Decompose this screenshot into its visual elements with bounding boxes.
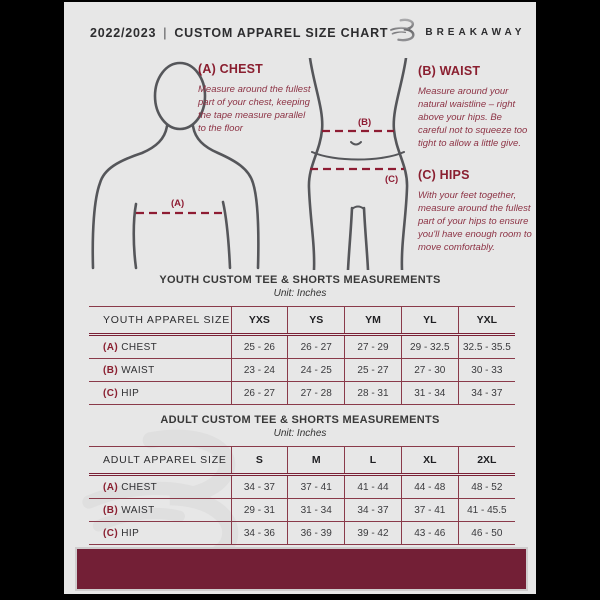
- youth-hip-row: (C) HIP 26 - 27 27 - 28 28 - 31 31 - 34 …: [89, 381, 515, 405]
- adult-hip-row: (C) HIP 34 - 36 36 - 39 39 - 42 43 - 46 …: [89, 521, 515, 545]
- footer-accent-bar: [75, 547, 528, 591]
- row-name: CHEST: [121, 341, 158, 353]
- row-name: CHEST: [121, 481, 158, 493]
- youth-table-title: YOUTH CUSTOM TEE & SHORTS MEASUREMENTS: [159, 274, 441, 286]
- row-marker: (A): [103, 481, 119, 493]
- row-marker: (C): [103, 387, 119, 399]
- cell: 34 - 37: [457, 381, 515, 405]
- adult-header-row: ADULT APPAREL SIZE S M L XL 2XL: [89, 446, 515, 476]
- row-marker: (B): [103, 504, 119, 516]
- waist-instructions: (B) WAIST Measure around your natural wa…: [418, 64, 528, 150]
- hips-figure: (B) (C): [307, 58, 409, 270]
- row-label: (B) WAIST: [89, 498, 231, 522]
- cell: 34 - 37: [344, 498, 402, 522]
- cell: 30 - 33: [457, 358, 515, 382]
- adult-header-size: ADULT APPAREL SIZE: [89, 446, 231, 476]
- cell: 29 - 32.5: [400, 334, 459, 359]
- page-header: 2022/2023 | CUSTOM APPAREL SIZE CHART BREA…: [90, 18, 521, 47]
- waist-text: Measure around your natural waistline – …: [418, 86, 528, 149]
- page-title: 2022/2023 | CUSTOM APPAREL SIZE CHART: [90, 26, 388, 40]
- brand-name: BREAKAWAY: [425, 27, 526, 38]
- waist-marker-label: (B): [358, 117, 371, 128]
- youth-header-row: YOUTH APPAREL SIZE YXS YS YM YL YXL: [89, 306, 515, 336]
- cell: 46 - 50: [457, 521, 515, 545]
- youth-header-yl: YL: [400, 306, 459, 336]
- row-marker: (A): [103, 341, 119, 353]
- chest-figure: (A): [91, 61, 260, 270]
- chest-text: Measure around the fullest part of your …: [198, 84, 311, 134]
- youth-chest-row: (A) CHEST 25 - 26 26 - 27 27 - 29 29 - 3…: [89, 334, 515, 359]
- header-separator: |: [163, 25, 168, 40]
- cell: 31 - 34: [287, 498, 345, 522]
- adult-header-l: L: [344, 446, 402, 476]
- cell: 26 - 27: [230, 381, 288, 405]
- row-marker: (C): [103, 527, 119, 539]
- adult-chest-row: (A) CHEST 34 - 37 37 - 41 41 - 44 44 - 4…: [89, 474, 515, 499]
- youth-waist-row: (B) WAIST 23 - 24 24 - 25 25 - 27 27 - 3…: [89, 358, 515, 382]
- cell: 34 - 37: [230, 474, 288, 499]
- chest-instructions: (A) CHEST Measure around the fullest par…: [198, 62, 312, 135]
- hips-instructions: (C) HIPS With your feet together, measur…: [418, 168, 532, 254]
- cell: 31 - 34: [400, 381, 459, 405]
- cell: 39 - 42: [344, 521, 402, 545]
- breakaway-b-icon: [388, 18, 418, 47]
- adult-waist-row: (B) WAIST 29 - 31 31 - 34 34 - 37 37 - 4…: [89, 498, 515, 522]
- adult-header-s: S: [230, 446, 288, 476]
- waist-heading: (B) WAIST: [418, 64, 481, 78]
- chest-heading: (A) CHEST: [198, 62, 263, 76]
- size-chart-page: 2022/2023 | CUSTOM APPAREL SIZE CHART BREA…: [64, 2, 536, 594]
- row-label: (B) WAIST: [89, 358, 231, 382]
- row-label: (A) CHEST: [89, 334, 231, 359]
- adult-table-title: ADULT CUSTOM TEE & SHORTS MEASUREMENTS: [160, 414, 440, 426]
- cell: 48 - 52: [457, 474, 515, 499]
- adult-size-table: ADULT APPAREL SIZE S M L XL 2XL (A) CHES…: [89, 446, 515, 545]
- cell: 24 - 25: [287, 358, 345, 382]
- row-label: (C) HIP: [89, 521, 231, 545]
- cell: 26 - 27: [287, 334, 345, 359]
- header-year: 2022/2023: [90, 25, 157, 40]
- chest-marker-label: (A): [171, 198, 184, 209]
- row-name: HIP: [121, 527, 140, 539]
- youth-size-table: YOUTH APPAREL SIZE YXS YS YM YL YXL (A) …: [89, 306, 515, 405]
- cell: 28 - 31: [344, 381, 402, 405]
- row-name: HIP: [121, 387, 140, 399]
- hips-text: With your feet together, measure around …: [418, 190, 532, 253]
- cell: 27 - 28: [287, 381, 345, 405]
- cell: 25 - 27: [344, 358, 402, 382]
- adult-header-m: M: [287, 446, 345, 476]
- cell: 43 - 46: [400, 521, 459, 545]
- youth-header-yxl: YXL: [457, 306, 515, 336]
- youth-header-ys: YS: [287, 306, 345, 336]
- cell: 36 - 39: [287, 521, 345, 545]
- cell: 41 - 44: [344, 474, 402, 499]
- youth-header-size: YOUTH APPAREL SIZE: [89, 306, 231, 336]
- cell: 27 - 30: [400, 358, 459, 382]
- cell: 29 - 31: [230, 498, 288, 522]
- cell: 25 - 26: [230, 334, 288, 359]
- adult-header-2xl: 2XL: [457, 446, 515, 476]
- cell: 23 - 24: [230, 358, 288, 382]
- cell: 37 - 41: [400, 498, 459, 522]
- youth-header-ym: YM: [344, 306, 402, 336]
- cell: 41 - 45.5: [457, 498, 515, 522]
- cell: 34 - 36: [230, 521, 288, 545]
- youth-header-yxs: YXS: [230, 306, 288, 336]
- row-marker: (B): [103, 364, 119, 376]
- adult-header-xl: XL: [400, 446, 459, 476]
- row-name: WAIST: [121, 364, 155, 376]
- cell: 37 - 41: [287, 474, 345, 499]
- cell: 32.5 - 35.5: [457, 334, 515, 359]
- row-label: (C) HIP: [89, 381, 231, 405]
- hips-marker-label: (C): [385, 174, 398, 185]
- youth-table-unit: Unit: Inches: [273, 288, 327, 299]
- cell: 27 - 29: [344, 334, 402, 359]
- brand-logo: BREAKAWAY: [388, 18, 525, 47]
- adult-table-unit: Unit: Inches: [273, 428, 327, 439]
- header-title-text: CUSTOM APPAREL SIZE CHART: [174, 25, 389, 40]
- cell: 44 - 48: [400, 474, 459, 499]
- row-name: WAIST: [121, 504, 155, 516]
- hips-heading: (C) HIPS: [418, 168, 470, 182]
- row-label: (A) CHEST: [89, 474, 231, 499]
